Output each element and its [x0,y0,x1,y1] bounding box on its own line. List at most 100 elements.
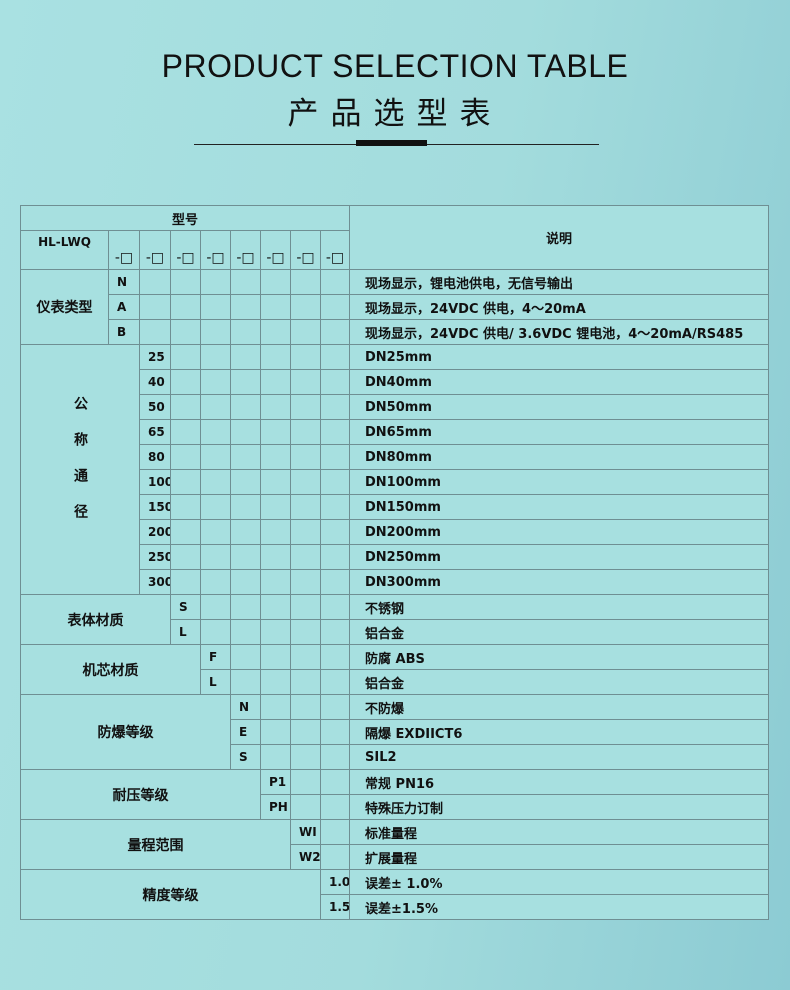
empty-cell [260,444,291,470]
option-description: 误差±1.5% [349,894,769,920]
group-label-text: 耐压等级 [112,787,169,804]
empty-cell [200,369,231,395]
empty-cell [230,494,261,520]
empty-cell [230,444,261,470]
empty-cell [260,644,291,670]
empty-cell [230,394,261,420]
code-slot: -□ [319,230,351,270]
option-description: 隔爆 EXDIICT6 [349,719,769,745]
empty-cell [230,369,261,395]
empty-cell [290,394,321,420]
empty-cell [319,319,351,345]
empty-cell [230,619,261,645]
table-row: 量程范围 WI 标准量程 [20,819,769,870]
table-row: 1.5 误差±1.5% [21,894,769,920]
empty-cell [230,569,261,595]
empty-cell [200,419,231,445]
group-label: 精度等级 [20,869,321,920]
option-description: DN250mm [349,544,769,570]
empty-cell [290,344,321,370]
empty-cell [290,519,321,545]
table-row: 防爆等级 N 不防爆 [20,694,769,770]
empty-cell [139,269,171,295]
option-description: 铝合金 [349,669,769,695]
empty-cell [139,319,171,345]
option-code: PH [260,794,291,820]
empty-cell [290,294,321,320]
empty-cell [319,544,351,570]
empty-cell [170,519,201,545]
empty-cell [290,319,321,345]
option-description: 常规 PN16 [349,769,769,795]
group-label: 公称通径 [20,344,140,595]
empty-cell [319,444,351,470]
code-slot: -□ [108,230,140,270]
empty-cell [290,494,321,520]
empty-cell [290,694,321,720]
option-description: DN25mm [349,344,769,370]
empty-cell [260,594,291,620]
empty-cell [230,544,261,570]
group-label: 机芯材质 [20,644,201,695]
empty-cell [290,619,321,645]
empty-cell [200,444,231,470]
table-row: 精度等级 1.0 误差± 1.0% [20,869,769,920]
empty-cell [170,319,201,345]
empty-cell [260,494,291,520]
group-label-text: 表体材质 [67,612,124,629]
empty-cell [319,694,351,720]
group-label: 量程范围 [20,819,291,870]
empty-cell [170,469,201,495]
empty-cell [319,844,351,870]
option-code: 80 [139,444,171,470]
empty-cell [319,519,351,545]
option-description: 不锈钢 [349,594,769,620]
empty-cell [139,294,171,320]
empty-cell [319,419,351,445]
title-chinese: 产品选型表 [287,96,503,132]
table-row: W2 扩展量程 [21,844,769,870]
option-code: F [200,644,231,670]
empty-cell [290,744,321,770]
option-code: 100 [139,469,171,495]
empty-cell [290,644,321,670]
empty-cell [290,444,321,470]
option-code: A [108,294,140,320]
option-description: 现场显示，锂电池供电，无信号输出 [349,269,769,295]
empty-cell [319,469,351,495]
option-code: 50 [139,394,171,420]
option-code: 150 [139,494,171,520]
table-row: 40 DN40mm [21,369,769,395]
table-row: 200 DN200mm [21,519,769,545]
table-row: 250 DN250mm [21,544,769,570]
option-description: DN50mm [349,394,769,420]
empty-cell [200,519,231,545]
empty-cell [170,419,201,445]
table-row: 300 DN300mm [21,569,769,595]
empty-cell [260,569,291,595]
empty-cell [260,319,291,345]
option-code: L [170,619,201,645]
option-code: WI [290,819,321,845]
empty-cell [290,669,321,695]
empty-cell [260,419,291,445]
option-description: 特殊压力订制 [349,794,769,820]
empty-cell [200,394,231,420]
empty-cell [319,369,351,395]
option-code: N [230,694,261,720]
empty-cell [230,269,261,295]
empty-cell [319,394,351,420]
empty-cell [319,644,351,670]
option-code: S [170,594,201,620]
option-description: DN65mm [349,419,769,445]
group-label-text: 量程范围 [127,837,184,854]
code-slot: -□ [170,230,201,270]
empty-cell [200,294,231,320]
option-code: B [108,319,140,345]
title-divider-accent [356,140,427,146]
table-row: B 现场显示，24VDC 供电/ 3.6VDC 锂电池，4～20mA/RS485 [21,319,769,345]
empty-cell [290,269,321,295]
empty-cell [170,544,201,570]
code-slot: -□ [230,230,261,270]
empty-cell [170,344,201,370]
